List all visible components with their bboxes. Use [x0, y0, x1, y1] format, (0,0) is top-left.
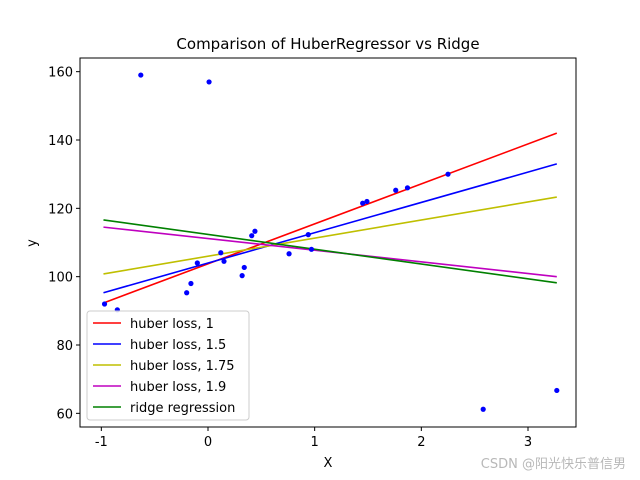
legend: huber loss, 1 huber loss, 1.5 huber loss, … [86, 310, 250, 421]
data-point [101, 301, 108, 307]
data-points [101, 72, 560, 412]
data-point [188, 280, 194, 287]
series-line-ridge-regression [103, 219, 557, 284]
y-tick-label: 100 [48, 271, 73, 286]
legend-label: huber loss, 1.5 [130, 338, 226, 353]
data-point [194, 260, 200, 266]
data-point [360, 200, 366, 206]
plot-frame [79, 57, 577, 428]
legend-label: huber loss, 1.75 [130, 359, 235, 374]
y-tick-label: 80 [56, 339, 73, 354]
data-point [286, 251, 292, 257]
data-point [239, 273, 245, 279]
series-line-huber-loss-1-5 [103, 163, 558, 294]
y-tick-label: 160 [48, 66, 73, 81]
data-point [252, 228, 258, 234]
x-tick-label: 2 [417, 435, 425, 450]
data-point [364, 198, 370, 205]
data-point [393, 187, 399, 193]
series-lines [103, 132, 558, 304]
data-point [138, 72, 144, 78]
watermark: CSDN @阳光快乐普信男 [480, 457, 626, 472]
x-tick-label: 3 [524, 435, 532, 450]
data-point [445, 171, 451, 177]
data-point [249, 233, 255, 239]
data-point [218, 250, 224, 256]
legend-label: huber loss, 1 [130, 317, 214, 332]
y-tick-label: 60 [56, 407, 73, 422]
legend-box [86, 310, 250, 421]
data-point [554, 387, 560, 394]
series-line-huber-loss-1-75 [103, 196, 557, 275]
y-ticks: 60 80 100 120 140 160 [48, 66, 80, 422]
data-point [184, 290, 190, 296]
data-point [241, 264, 247, 271]
y-tick-label: 140 [48, 134, 73, 149]
x-tick-label: 1 [311, 435, 319, 450]
legend-label: ridge regression [130, 401, 235, 416]
data-point [404, 185, 411, 191]
y-axis-label: y [25, 239, 40, 247]
x-ticks: -1 0 1 2 3 [95, 427, 532, 450]
data-point [305, 232, 311, 238]
x-axis-label: X [324, 456, 333, 471]
x-tick-label: 0 [204, 435, 212, 450]
series-line-huber-loss-1 [103, 132, 558, 304]
y-tick-label: 120 [48, 202, 73, 217]
legend-label: huber loss, 1.9 [130, 380, 226, 395]
data-point [480, 406, 486, 412]
x-tick-label: -1 [95, 435, 108, 450]
data-point [206, 79, 212, 85]
chart-title: Comparison of HuberRegressor vs Ridge [176, 35, 479, 53]
data-point [308, 246, 315, 252]
data-point [221, 258, 227, 264]
